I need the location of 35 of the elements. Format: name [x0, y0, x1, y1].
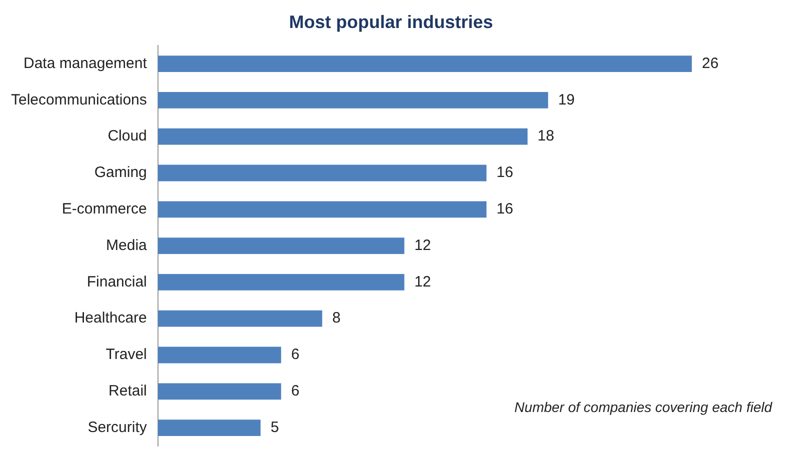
annotation: Number of companies covering each field: [514, 398, 774, 415]
chart-title: Most popular industries: [288, 12, 494, 32]
bar: [158, 420, 261, 436]
y-tick-label: Sercurity: [88, 418, 148, 436]
y-tick-label: Telecommunications: [10, 91, 147, 108]
y-tick-label: Data management: [23, 54, 148, 72]
data-label: 16: [496, 200, 514, 218]
y-tick-label: Gaming: [94, 164, 147, 182]
data-label: 16: [496, 164, 514, 182]
data-label: 12: [414, 236, 432, 254]
data-label: 6: [291, 346, 300, 364]
y-tick-label: Cloud: [108, 128, 147, 145]
bar: [158, 346, 282, 364]
bar: [158, 128, 528, 145]
bar: [158, 238, 404, 254]
data-label: 6: [291, 382, 300, 400]
data-label: 12: [414, 273, 432, 290]
bar: [158, 201, 486, 218]
y-tick-label: Media: [106, 236, 148, 254]
bar: [158, 383, 282, 400]
data-label: 8: [332, 310, 341, 327]
data-label: 5: [270, 418, 279, 436]
bar: [158, 310, 322, 327]
y-tick-label: E-commerce: [62, 200, 147, 218]
y-tick-label: Retail: [108, 382, 147, 400]
data-label: 26: [702, 54, 719, 72]
data-label: 18: [538, 128, 554, 145]
bar: [158, 164, 486, 182]
data-label: 19: [558, 91, 575, 108]
y-tick-label: Healthcare: [74, 310, 147, 327]
bar: [158, 92, 548, 108]
bar: [158, 56, 692, 72]
bar: [158, 274, 404, 290]
y-tick-label: Travel: [106, 346, 147, 364]
y-tick-label: Financial: [86, 273, 147, 290]
